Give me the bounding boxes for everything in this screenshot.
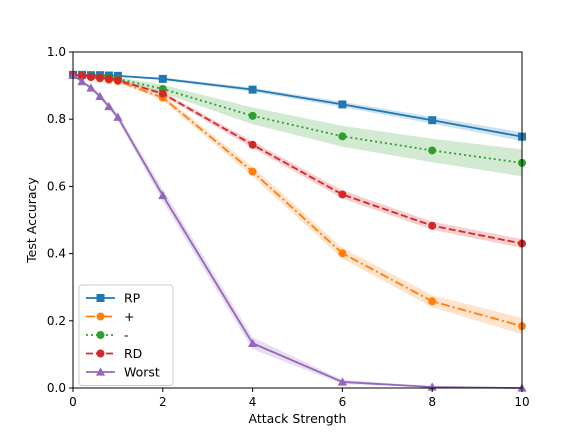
series-2-point: [248, 111, 257, 120]
series-1-point: [428, 297, 437, 306]
series-1-line: [72, 73, 523, 328]
series-1-point: [248, 167, 257, 176]
series-4-point: [77, 76, 87, 86]
plot-frame: [72, 51, 523, 389]
x-axis: 0 2 4 6 8 10: [69, 388, 530, 409]
series-0-point: [428, 116, 437, 125]
series-0-point: [248, 85, 257, 94]
legend-box: [78, 284, 174, 386]
series-3-point: [113, 76, 122, 85]
y-tick-label: 0.8: [47, 112, 66, 126]
series-3-point: [248, 140, 257, 149]
series-markers: [68, 70, 527, 392]
y-tick-label: 0.4: [47, 247, 66, 261]
legend-marker: [96, 331, 105, 339]
series-4-point: [248, 338, 258, 347]
legend-label: RP: [124, 291, 141, 306]
series-0-point: [338, 100, 347, 109]
legend-label: RD: [124, 346, 142, 361]
legend-marker: [95, 367, 106, 376]
y-axis: 0.0 0.2 0.4 0.6 0.8 1.0: [47, 45, 73, 395]
series-4-point: [95, 91, 105, 101]
series-2-point: [428, 146, 437, 155]
series-2-point: [338, 132, 347, 141]
series-4-point: [113, 112, 123, 121]
series-4-point: [104, 101, 114, 111]
y-axis-label: Test Accuracy: [24, 177, 39, 264]
x-tick-label: 4: [249, 395, 257, 409]
legend-marker: [96, 294, 105, 302]
legend-marker: [96, 312, 105, 321]
x-tick-label: 2: [159, 395, 167, 409]
series-3-point: [158, 89, 167, 98]
legend-label: +: [124, 309, 134, 324]
x-tick-label: 8: [428, 395, 436, 409]
legend: RP + - RD Worst: [78, 284, 174, 386]
y-tick-label: 1.0: [47, 45, 66, 59]
x-tick-label: 0: [69, 395, 77, 409]
x-axis-label: Attack Strength: [249, 411, 347, 426]
series-3-band: [73, 74, 522, 248]
y-tick-label: 0.2: [47, 314, 66, 328]
series-3-point: [86, 72, 95, 81]
x-tick-label: 10: [514, 395, 529, 409]
series-1-band: [73, 74, 522, 335]
x-tick-label: 6: [339, 395, 347, 409]
series-3-point: [95, 73, 104, 82]
y-tick-label: 0.0: [47, 381, 66, 395]
series-1-point: [338, 249, 347, 258]
series-3-point: [104, 74, 113, 83]
series-3-point: [338, 190, 347, 199]
legend-marker: [96, 349, 105, 358]
legend-label: -: [124, 328, 129, 343]
series-3-point: [428, 221, 437, 230]
series-4-point: [158, 190, 168, 200]
y-tick-label: 0.6: [47, 179, 66, 193]
series-0-point: [158, 74, 167, 83]
series-3-point: [77, 71, 86, 80]
series-4-point: [337, 377, 347, 386]
series-4-point: [86, 83, 96, 92]
legend-label: Worst: [124, 365, 160, 380]
series-4-point: [427, 382, 437, 391]
